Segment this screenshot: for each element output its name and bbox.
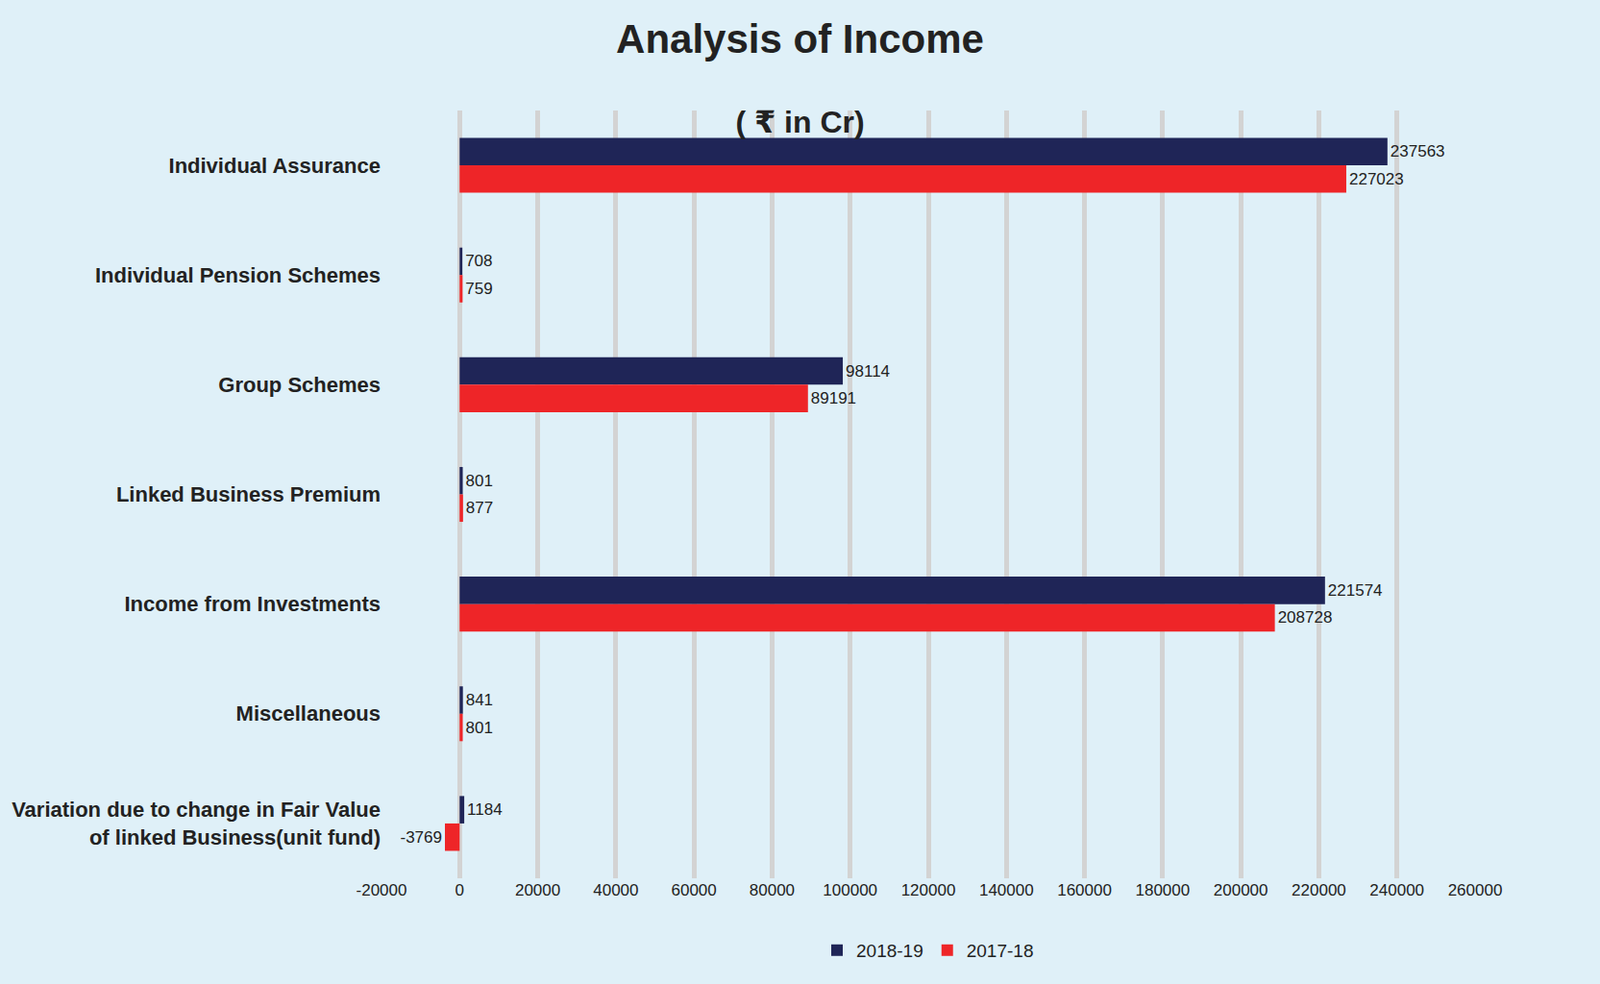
svg-text:801: 801: [466, 718, 493, 738]
svg-text:260000: 260000: [1448, 881, 1503, 900]
svg-text:140000: 140000: [979, 881, 1034, 900]
svg-text:180000: 180000: [1134, 881, 1190, 900]
svg-text:( ₹ in Cr): ( ₹ in Cr): [735, 104, 864, 140]
svg-text:237563: 237563: [1390, 142, 1446, 161]
svg-text:200000: 200000: [1213, 881, 1269, 900]
svg-text:20000: 20000: [515, 881, 561, 900]
svg-text:Variation due to change in Fai: Variation due to change in Fair Valueof …: [11, 797, 381, 850]
svg-text:Miscellaneous: Miscellaneous: [236, 701, 381, 726]
svg-text:-3769: -3769: [399, 828, 442, 847]
svg-text:40000: 40000: [592, 881, 639, 900]
svg-text:708: 708: [465, 251, 493, 271]
svg-text:89191: 89191: [811, 389, 857, 408]
svg-text:2017-18: 2017-18: [966, 940, 1034, 961]
svg-text:759: 759: [465, 279, 493, 298]
svg-text:208728: 208728: [1278, 608, 1333, 627]
svg-text:80000: 80000: [749, 881, 795, 900]
svg-text:841: 841: [466, 690, 493, 710]
svg-text:120000: 120000: [901, 881, 957, 900]
svg-text:2018-19: 2018-19: [856, 940, 924, 961]
svg-text:227023: 227023: [1349, 170, 1404, 189]
svg-text:Group Schemes: Group Schemes: [218, 372, 381, 397]
svg-text:801: 801: [466, 471, 493, 491]
svg-text:160000: 160000: [1057, 881, 1112, 900]
svg-text:220000: 220000: [1291, 881, 1347, 900]
svg-text:877: 877: [466, 498, 493, 517]
svg-text:Individual Pension Schemes: Individual Pension Schemes: [95, 263, 381, 288]
svg-text:Individual Assurance: Individual Assurance: [169, 153, 381, 178]
svg-text:240000: 240000: [1369, 881, 1425, 900]
svg-text:0: 0: [455, 881, 465, 900]
svg-text:1184: 1184: [467, 800, 503, 819]
svg-text:60000: 60000: [670, 881, 716, 900]
svg-text:Income from Investments: Income from Investments: [123, 591, 381, 616]
svg-text:98114: 98114: [845, 362, 890, 381]
svg-text:Analysis of Income: Analysis of Income: [615, 16, 985, 62]
svg-text:-20000: -20000: [356, 881, 408, 900]
svg-text:221574: 221574: [1328, 581, 1383, 600]
svg-text:100000: 100000: [822, 881, 878, 900]
svg-text:Linked Business Premium: Linked Business Premium: [116, 482, 381, 507]
